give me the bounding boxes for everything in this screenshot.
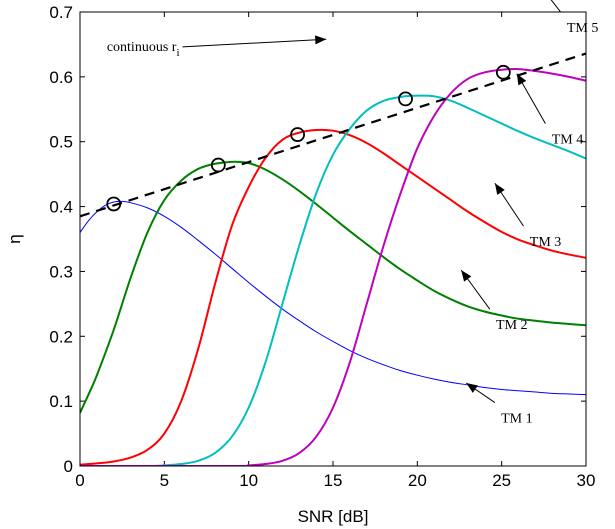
- y-tick-label: 0.4: [49, 198, 73, 217]
- y-tick-label: 0.3: [49, 262, 73, 281]
- continuous-envelope-line: [80, 52, 586, 218]
- series-line-tm-5: [80, 68, 586, 466]
- annotation-subscript: i: [176, 47, 179, 59]
- annotation-arrow-tm-4-head: [516, 73, 527, 86]
- series-line-tm-3: [80, 128, 586, 466]
- annotation-arrow-continuous-r-head: [315, 35, 327, 45]
- x-tick-label: 20: [408, 471, 427, 490]
- annotation-arrow-tm-3-head: [494, 183, 505, 195]
- y-axis-label: η: [5, 234, 24, 243]
- annotation-text: continuous r: [107, 40, 177, 55]
- x-tick-label: 10: [239, 471, 258, 490]
- annotation-arrow-tm-2-head: [461, 270, 472, 282]
- curve-annotations: TM 1 TM 2 TM 3 TM 4 TM 5 continuous ri: [107, 0, 599, 427]
- annotation-tm-2: TM 2: [496, 318, 528, 333]
- plot-area: [80, 12, 586, 466]
- optimum-marker: [106, 196, 122, 212]
- annotation-tm-4: TM 4: [552, 133, 584, 148]
- annotation-arrow-tm-5-shaft: [550, 0, 562, 13]
- x-axis-label: SNR [dB]: [298, 507, 369, 526]
- mode-curves: [80, 68, 586, 466]
- axis-ticks: 0 5 10 15 20 25 30 0 0.1 0.2 0.3 0.4 0.5 0.6 0.7: [49, 3, 595, 490]
- optimum-markers: [106, 64, 511, 212]
- x-tick-label: 5: [160, 471, 169, 490]
- optimum-marker: [398, 91, 413, 107]
- x-tick-label: 15: [324, 471, 343, 490]
- annotation-arrow-continuous-r-shaft: [182, 38, 327, 48]
- optimum-marker: [495, 64, 511, 80]
- annotation-tm-5: TM 5: [567, 21, 599, 36]
- x-tick-label: 25: [492, 471, 511, 490]
- optimum-marker: [210, 157, 226, 173]
- y-tick-label: 0.1: [49, 392, 73, 411]
- x-tick-label: 0: [75, 471, 84, 490]
- annotation-tm-1: TM 1: [501, 412, 533, 427]
- annotation-continuous-r: continuous ri: [107, 40, 180, 59]
- series-line-tm-1: [80, 200, 586, 396]
- annotation-tm-3: TM 3: [530, 235, 562, 250]
- annotation-arrow-tm-1-head: [466, 382, 478, 393]
- optimum-marker: [290, 127, 305, 142]
- series-line-tm-4: [80, 94, 586, 466]
- y-tick-label: 0.5: [49, 133, 73, 152]
- y-tick-label: 0.6: [49, 68, 73, 87]
- x-tick-label: 30: [577, 471, 596, 490]
- envelope-line: [80, 52, 586, 218]
- series-line-tm-2: [80, 160, 586, 414]
- y-tick-label: 0.7: [49, 3, 73, 22]
- plot-frame: [79, 11, 587, 467]
- y-tick-label: 0: [64, 457, 73, 476]
- y-tick-label: 0.2: [49, 327, 73, 346]
